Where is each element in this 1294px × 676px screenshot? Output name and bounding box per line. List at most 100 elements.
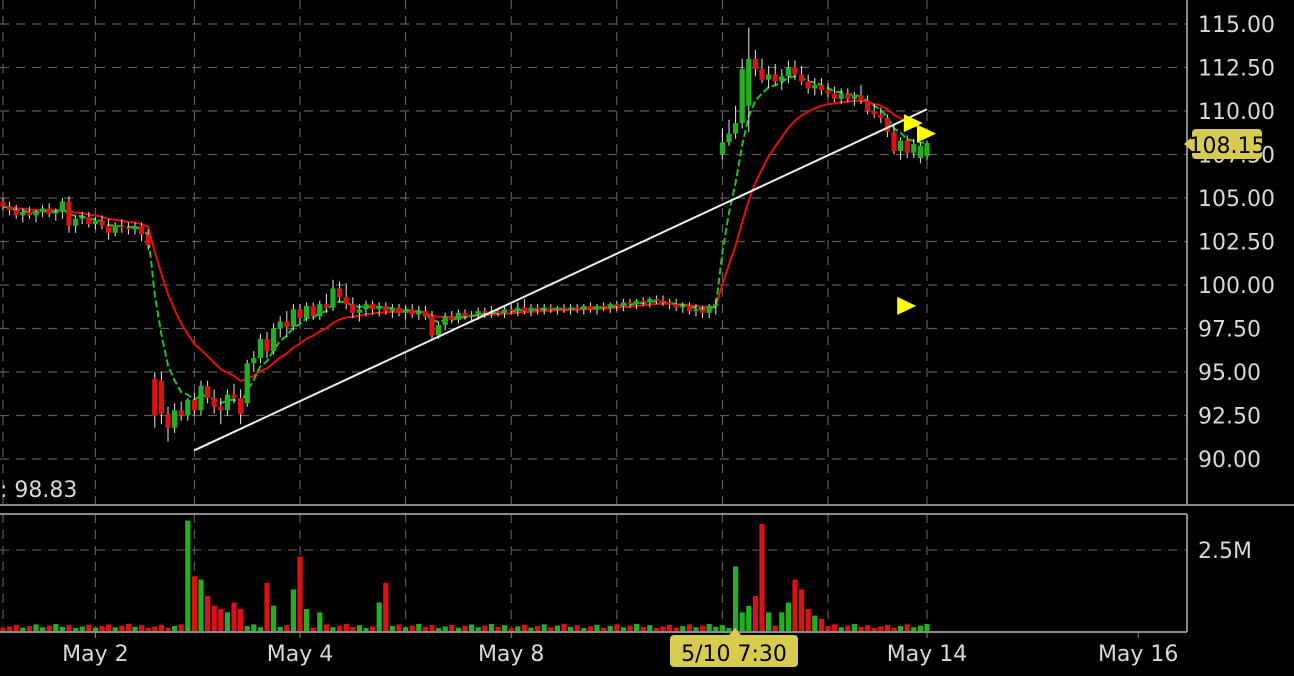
volume-bar	[482, 625, 488, 632]
volume-bar	[178, 624, 184, 632]
volume-bar	[640, 626, 646, 632]
volume-bar	[40, 627, 46, 632]
volume-bar	[218, 609, 224, 632]
volume-bar	[449, 624, 455, 632]
volume-bar	[561, 623, 567, 632]
volume-bar	[26, 626, 32, 632]
candle-up	[59, 201, 65, 212]
volume-bar	[343, 623, 349, 632]
volume-bars	[0, 520, 930, 632]
volume-bar	[284, 625, 290, 632]
date-tick-label: May 16	[1098, 642, 1178, 667]
volume-grid	[0, 514, 1187, 632]
date-tick-label: May 2	[62, 642, 128, 667]
price-tick-label: 110.00	[1198, 100, 1275, 125]
candle-up	[528, 307, 534, 312]
price-tick-label: 92.50	[1198, 405, 1261, 430]
volume-bar	[693, 627, 699, 632]
candle-up	[647, 298, 653, 303]
volume-bar	[119, 625, 125, 632]
candle-down	[858, 95, 864, 101]
candle-up	[271, 328, 277, 352]
candle-down	[825, 90, 831, 94]
candle-down	[548, 307, 554, 310]
candle-down	[370, 304, 376, 310]
date-tick-label: May 4	[267, 642, 333, 667]
volume-bar	[898, 626, 904, 632]
candle-down	[66, 201, 72, 226]
signal-markers	[897, 114, 936, 315]
candle-up	[541, 307, 547, 310]
candle-up	[733, 123, 739, 134]
price-tick-label: 115.00	[1198, 13, 1275, 38]
candle-down	[396, 307, 402, 313]
volume-bar	[389, 626, 395, 632]
volume-bar	[132, 626, 138, 632]
candle-up	[198, 385, 204, 411]
volume-bar	[86, 624, 92, 632]
candle-up	[838, 93, 844, 99]
volume-bar	[7, 626, 13, 632]
volume-bar	[198, 579, 204, 632]
candle-up	[20, 211, 26, 216]
candle-up	[554, 307, 560, 310]
price-tick-label: 90.00	[1198, 448, 1261, 473]
candle-up	[92, 220, 98, 225]
candle-down	[653, 298, 659, 301]
volume-bar	[317, 612, 323, 632]
volume-bar	[290, 589, 296, 632]
volume-bar	[172, 626, 178, 632]
trendline-segment[interactable]	[193, 108, 928, 452]
candle-down	[231, 394, 237, 399]
candle-down	[845, 93, 851, 99]
volume-bar	[568, 626, 574, 632]
volume-bar	[330, 627, 336, 632]
candle-down	[673, 304, 679, 308]
candle-up	[568, 307, 574, 310]
signal-marker	[897, 296, 917, 315]
candle-down	[46, 208, 52, 214]
volume-bar	[502, 625, 508, 632]
volume-bar	[719, 625, 725, 632]
price-tick-label: 97.50	[1198, 318, 1261, 343]
candle-down	[587, 305, 593, 310]
candle-up	[172, 410, 178, 428]
candle-down	[264, 338, 270, 352]
candle-up	[53, 211, 59, 214]
trendline[interactable]	[193, 108, 928, 452]
candle-down	[904, 140, 910, 153]
volume-bar	[620, 627, 626, 632]
candle-up	[79, 217, 85, 219]
candle-down	[191, 399, 197, 411]
candle-down	[297, 309, 303, 319]
candle-up	[594, 305, 600, 310]
candle-up	[851, 95, 857, 99]
volume-bar	[191, 576, 197, 632]
volume-bar	[832, 624, 838, 632]
volume-bar	[376, 602, 382, 632]
volume-bar	[614, 624, 620, 632]
candle-down	[462, 312, 468, 317]
candle-down	[152, 378, 158, 416]
volume-bar	[878, 626, 884, 632]
candle-up	[726, 133, 732, 143]
volume-bar	[495, 626, 501, 632]
volume-bar	[13, 624, 19, 632]
volume-bar	[125, 623, 131, 632]
volume-bar	[792, 579, 798, 632]
candle-down	[284, 321, 290, 327]
volume-bar	[92, 627, 98, 632]
candle-down	[884, 117, 890, 132]
volume-bar	[475, 627, 481, 632]
volume-bar	[297, 556, 303, 632]
volume-bar	[541, 624, 547, 632]
volume-bar	[818, 618, 824, 632]
candle-up	[251, 358, 257, 364]
volume-bar	[73, 628, 79, 632]
candle-up	[244, 363, 250, 404]
price-tick-label: 102.50	[1198, 231, 1275, 256]
candle-up	[33, 211, 39, 216]
volume-bar	[746, 605, 752, 632]
volume-bar	[739, 612, 745, 632]
